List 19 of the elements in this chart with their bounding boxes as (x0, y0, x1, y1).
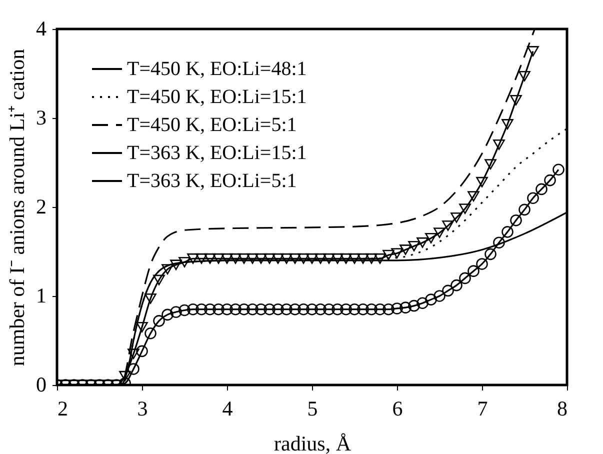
legend-label: T=450 K, EO:Li=5:1 (127, 114, 297, 136)
y-tick-label: 3 (36, 106, 46, 130)
x-tick-label: 7 (477, 396, 488, 420)
legend-label: T=450 K, EO:Li=15:1 (127, 86, 307, 108)
x-tick-label: 8 (557, 396, 568, 420)
legend-label: T=363 K, EO:Li=5:1 (127, 170, 297, 192)
legend-label: T=363 K, EO:Li=15:1 (127, 142, 307, 164)
y-tick-label: 0 (36, 372, 46, 396)
y-axis-title: number of I⁻ anions around Li⁺ cation (5, 48, 29, 366)
x-axis-title: radius, Å (274, 432, 352, 454)
y-tick-label: 1 (36, 284, 46, 308)
x-tick-label: 6 (392, 396, 403, 420)
y-tick-label: 2 (36, 194, 46, 218)
x-tick-label: 4 (222, 396, 234, 420)
y-tick-label: 4 (36, 16, 47, 40)
x-tick-label: 2 (58, 396, 68, 420)
x-tick-label: 3 (137, 396, 148, 420)
x-tick-label: 5 (307, 396, 318, 420)
legend-label: T=450 K, EO:Li=48:1 (127, 58, 307, 80)
